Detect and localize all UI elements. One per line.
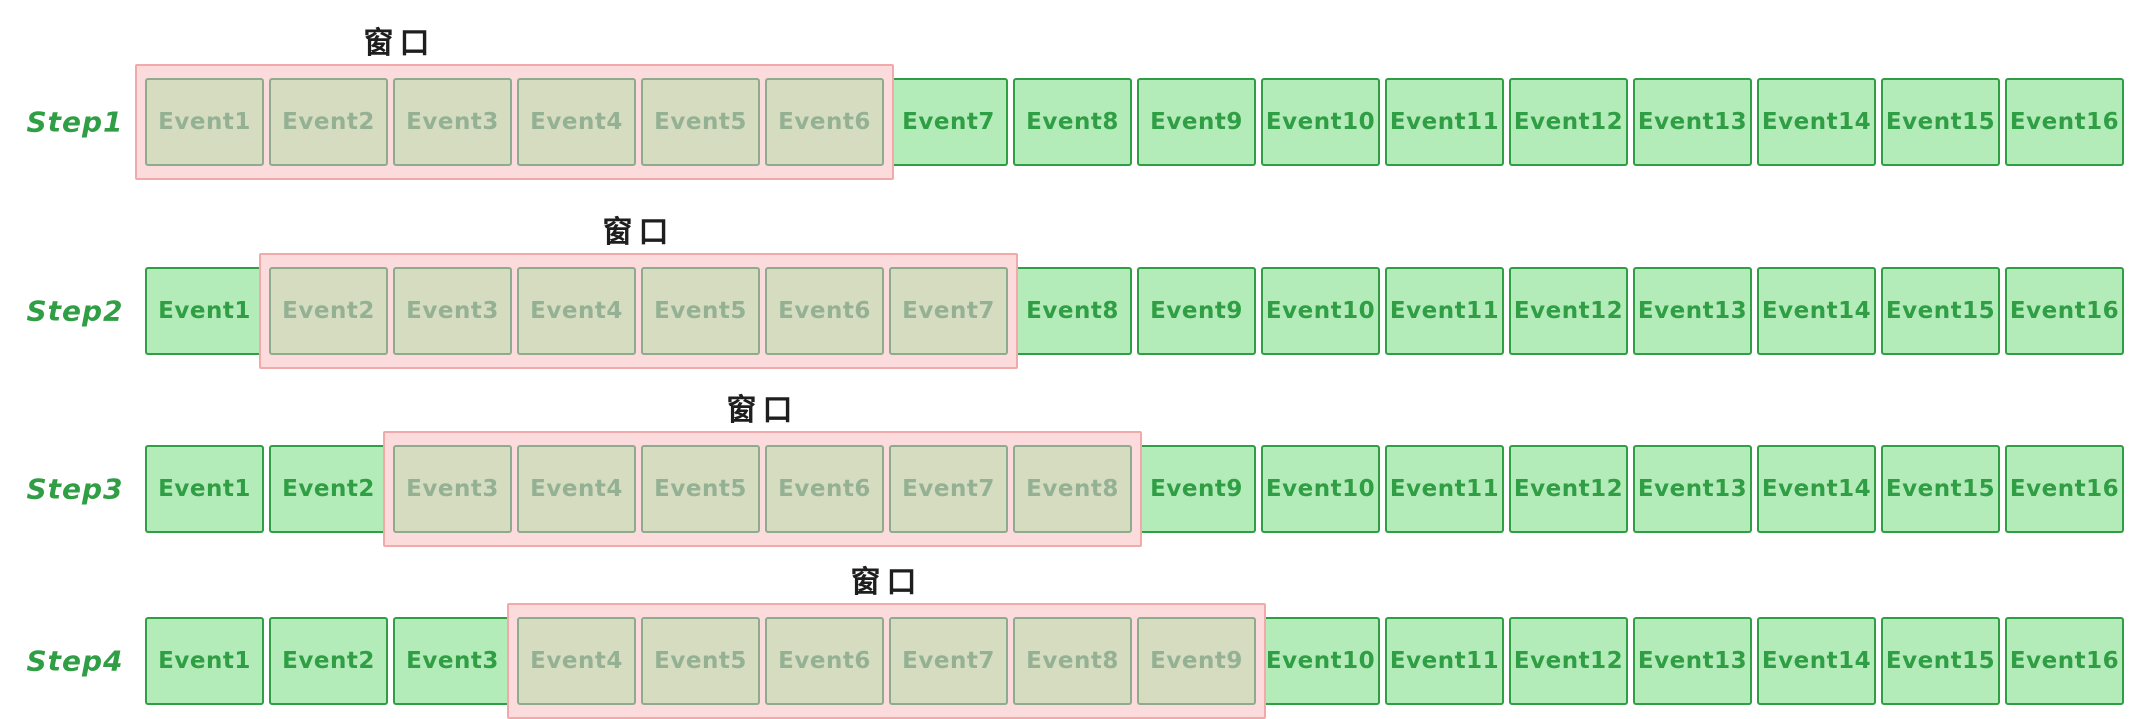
event-box: Event1 bbox=[145, 445, 264, 533]
event-box: Event8 bbox=[1013, 617, 1132, 705]
event-box: Event2 bbox=[269, 445, 388, 533]
event-box: Event10 bbox=[1261, 267, 1380, 355]
event-box: Event2 bbox=[269, 617, 388, 705]
sliding-window: 窗口 Event1 Event2 Event3 Event4 Event5 Event6 bbox=[135, 26, 894, 180]
event-box: Event4 bbox=[517, 267, 636, 355]
step-row: Step2 Event1 窗口 Event2 Event3 Event4 Event5 Eve… bbox=[0, 215, 2132, 369]
event-box: Event1 bbox=[145, 78, 264, 166]
step-row: Step3 Event1 Event2 窗口 Event3 Event4 Event5 Eve… bbox=[0, 393, 2132, 547]
event-box: Event9 bbox=[1137, 445, 1256, 533]
event-box: Event7 bbox=[889, 78, 1008, 166]
sliding-window: 窗口 Event2 Event3 Event4 Event5 Event6 Event7 bbox=[259, 215, 1018, 369]
event-track: Event1 Event2 窗口 Event3 Event4 Event5 Event6 Ev… bbox=[145, 393, 2124, 547]
event-box: Event4 bbox=[517, 445, 636, 533]
event-box: Event16 bbox=[2005, 78, 2124, 166]
event-box: Event6 bbox=[765, 267, 884, 355]
event-box: Event12 bbox=[1509, 78, 1628, 166]
event-box: Event13 bbox=[1633, 78, 1752, 166]
event-box: Event8 bbox=[1013, 267, 1132, 355]
event-box: Event16 bbox=[2005, 267, 2124, 355]
event-box: Event14 bbox=[1757, 78, 1876, 166]
event-box: Event7 bbox=[889, 267, 1008, 355]
event-box: Event8 bbox=[1013, 445, 1132, 533]
event-box: Event11 bbox=[1385, 267, 1504, 355]
window-label: 窗口 bbox=[850, 565, 923, 600]
event-box: Event9 bbox=[1137, 267, 1256, 355]
step-label: Step3 bbox=[26, 472, 124, 506]
step-row: Step1 窗口 Event1 Event2 Event3 Event4 Event5 Eve… bbox=[0, 26, 2132, 180]
event-box: Event15 bbox=[1881, 445, 2000, 533]
window-label: 窗口 bbox=[363, 26, 436, 61]
event-box: Event1 bbox=[145, 617, 264, 705]
event-box: Event4 bbox=[517, 617, 636, 705]
event-box: Event7 bbox=[889, 617, 1008, 705]
event-box: Event12 bbox=[1509, 617, 1628, 705]
event-box: Event13 bbox=[1633, 445, 1752, 533]
event-box: Event10 bbox=[1261, 78, 1380, 166]
event-box: Event5 bbox=[641, 445, 760, 533]
event-box: Event8 bbox=[1013, 78, 1132, 166]
event-box: Event6 bbox=[765, 445, 884, 533]
event-box: Event14 bbox=[1757, 445, 1876, 533]
event-box: Event6 bbox=[765, 617, 884, 705]
event-box: Event15 bbox=[1881, 78, 2000, 166]
event-box: Event5 bbox=[641, 78, 760, 166]
window-label: 窗口 bbox=[726, 393, 799, 428]
step-label: Step1 bbox=[26, 105, 124, 139]
event-box: Event16 bbox=[2005, 445, 2124, 533]
event-track: 窗口 Event1 Event2 Event3 Event4 Event5 Event6 Ev… bbox=[135, 26, 2124, 180]
event-box: Event12 bbox=[1509, 267, 1628, 355]
sliding-window: 窗口 Event3 Event4 Event5 Event6 Event7 Event8 bbox=[383, 393, 1142, 547]
event-box: Event14 bbox=[1757, 267, 1876, 355]
event-track: Event1 Event2 Event3 窗口 Event4 Event5 Event6 Ev… bbox=[145, 565, 2124, 719]
event-box: Event11 bbox=[1385, 445, 1504, 533]
event-box: Event16 bbox=[2005, 617, 2124, 705]
event-box: Event9 bbox=[1137, 78, 1256, 166]
event-box: Event14 bbox=[1757, 617, 1876, 705]
step-row: Step4 Event1 Event2 Event3 窗口 Event4 Event5 Eve… bbox=[0, 565, 2132, 719]
event-track: Event1 窗口 Event2 Event3 Event4 Event5 Event6 Ev… bbox=[145, 215, 2124, 369]
event-box: Event3 bbox=[393, 445, 512, 533]
event-box: Event7 bbox=[889, 445, 1008, 533]
event-box: Event2 bbox=[269, 267, 388, 355]
event-box: Event5 bbox=[641, 267, 760, 355]
event-box: Event13 bbox=[1633, 617, 1752, 705]
event-box: Event15 bbox=[1881, 617, 2000, 705]
event-box: Event12 bbox=[1509, 445, 1628, 533]
event-box: Event1 bbox=[145, 267, 264, 355]
event-box: Event13 bbox=[1633, 267, 1752, 355]
window-label: 窗口 bbox=[602, 215, 675, 250]
event-box: Event2 bbox=[269, 78, 388, 166]
event-box: Event3 bbox=[393, 267, 512, 355]
event-box: Event9 bbox=[1137, 617, 1256, 705]
event-box: Event3 bbox=[393, 78, 512, 166]
event-box: Event11 bbox=[1385, 78, 1504, 166]
event-box: Event15 bbox=[1881, 267, 2000, 355]
event-box: Event5 bbox=[641, 617, 760, 705]
step-label: Step4 bbox=[26, 644, 124, 678]
event-box: Event3 bbox=[393, 617, 512, 705]
event-box: Event10 bbox=[1261, 617, 1380, 705]
event-box: Event4 bbox=[517, 78, 636, 166]
event-box: Event6 bbox=[765, 78, 884, 166]
event-box: Event11 bbox=[1385, 617, 1504, 705]
step-label: Step2 bbox=[26, 294, 124, 328]
sliding-window: 窗口 Event4 Event5 Event6 Event7 Event8 Event9 bbox=[507, 565, 1266, 719]
event-box: Event10 bbox=[1261, 445, 1380, 533]
